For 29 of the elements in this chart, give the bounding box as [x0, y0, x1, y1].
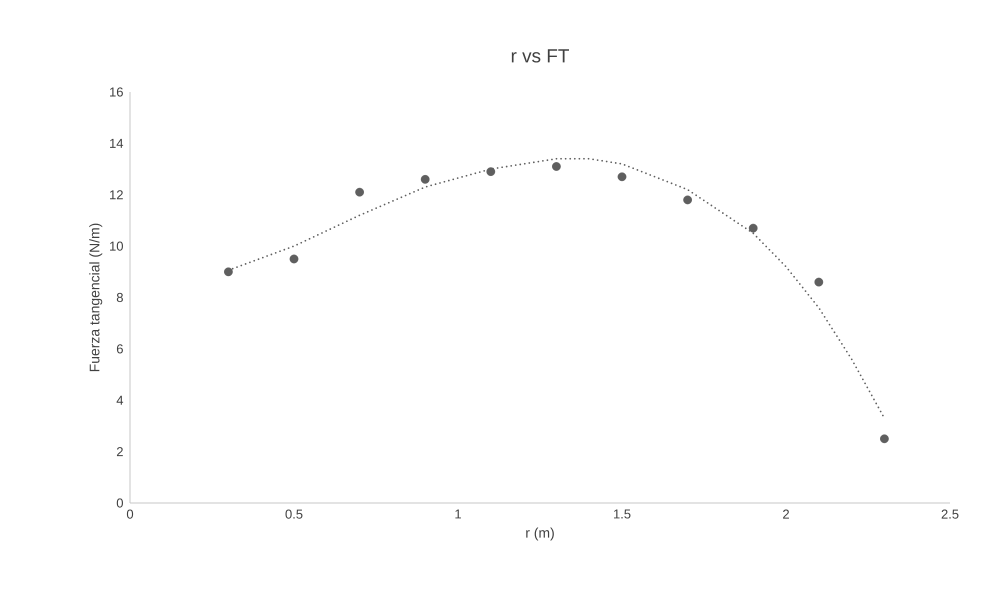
x-tick-label: 2.5 [942, 510, 958, 519]
point [552, 162, 561, 171]
y-tick-label: 0 [116, 498, 123, 508]
point [420, 174, 430, 184]
y-tick-label: 16 [110, 87, 123, 97]
y-tick-label: 6 [116, 344, 123, 354]
y-tick-label: 8 [116, 292, 123, 302]
point [224, 267, 233, 276]
point [880, 434, 889, 444]
y-tick-label: 10 [110, 242, 123, 251]
chart-title: r vs FT [512, 49, 569, 62]
x-tick-label: 1.5 [614, 510, 630, 519]
point [814, 278, 824, 286]
point [290, 254, 298, 264]
point [355, 188, 364, 197]
point [618, 172, 626, 182]
y-axis-title: Fuerza tangencial (N/m) [89, 224, 102, 372]
x-tick-label: 2 [783, 510, 789, 519]
y-tick-label: 4 [116, 396, 124, 405]
y-tick-label: 2 [116, 447, 123, 456]
x-tick-label: 0.5 [286, 510, 302, 519]
x-tick-label: 1 [455, 510, 461, 518]
y-tick-label: 12 [110, 190, 123, 200]
point [683, 196, 692, 204]
point [748, 224, 758, 233]
point [486, 167, 496, 176]
x-tick-label: 0 [126, 510, 134, 519]
y-tick-label: 14 [110, 138, 124, 148]
x-axis-title: r (m) [526, 528, 554, 541]
